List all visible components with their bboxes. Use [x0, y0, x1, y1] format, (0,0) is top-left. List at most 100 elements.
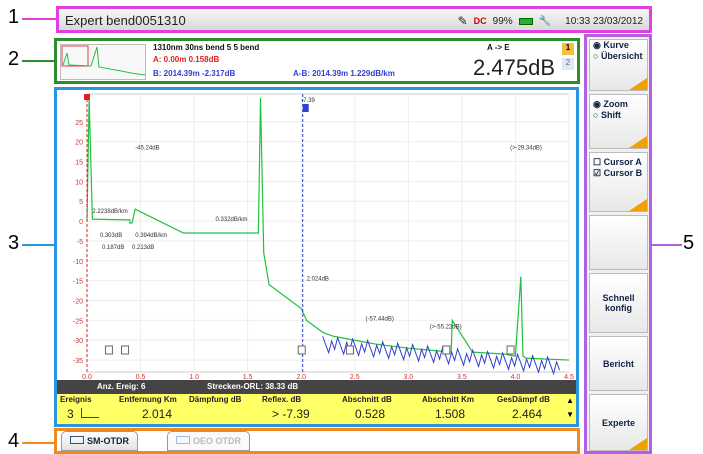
clock: 10:33 23/03/2012	[565, 15, 643, 27]
orange-corner-icon	[629, 199, 647, 211]
x-tick-label: 1.0	[189, 374, 199, 380]
trace-annotation: 0.187dB	[102, 245, 124, 251]
callout-line-4	[22, 442, 54, 444]
option-cursor-b-label: Cursor B	[603, 168, 643, 178]
trace-annotation: (-57.44dB)	[365, 316, 393, 322]
col-attenuation: Dämpfung dB	[189, 395, 242, 404]
trace-annotation: -7.39	[301, 98, 315, 104]
direction-label: A -> E	[487, 43, 510, 52]
option-zoom[interactable]: ◉ Zoom	[593, 99, 628, 109]
oeo-icon	[176, 436, 190, 444]
event-distance: 2.014	[142, 407, 173, 421]
event-count: Anz. Ereig: 6	[97, 382, 146, 391]
callout-4: 4	[8, 430, 20, 452]
event-reflectance: > -7.39	[272, 407, 310, 421]
event-section-km: 1.508	[435, 407, 466, 421]
option-uebersicht[interactable]: ○ Übersicht	[593, 51, 643, 61]
expert-button[interactable]: Experte	[589, 394, 648, 451]
trace-annotation: -45.24dB	[135, 146, 159, 152]
trace-badge-1[interactable]: 1	[562, 43, 574, 55]
callout-5: 5	[683, 232, 695, 254]
option-shift[interactable]: ○ Shift	[593, 110, 621, 120]
otdr-trace-plot[interactable]: 25 20 15 10 5 0 -5 -10 -15 -20 -25 -30 -35 0.0 0.5 1.0 1…	[57, 90, 576, 380]
event-marker-4	[345, 345, 354, 355]
event-marker-2	[120, 345, 129, 355]
y-tick-label: 15	[75, 160, 83, 167]
trace-annotation: 2.2238dB/km	[92, 209, 127, 215]
dc-icon: DC	[473, 16, 487, 26]
loss-value: 2.475dB	[473, 55, 555, 80]
col-event: Ereignis	[60, 395, 92, 404]
event-marker-3	[297, 345, 306, 355]
title-bar: Expert bend0051310 ✎ DC 99% 🔧 10:33 23/0…	[56, 6, 652, 33]
x-tick-label: 2.0	[296, 374, 306, 380]
noise-trace	[322, 335, 561, 376]
tab-oeo-otdr[interactable]: OEO OTDR	[167, 431, 251, 451]
y-tick-label: 10	[75, 179, 83, 186]
callout-line-2	[22, 60, 54, 62]
orange-corner-icon	[629, 136, 647, 148]
x-tick-label: 1.5	[243, 374, 253, 380]
tab-sm-otdr[interactable]: SM-OTDR	[61, 431, 138, 451]
trace-annotation: 0.394dB/km	[135, 233, 167, 239]
col-total-loss: GesDämpf dB	[497, 395, 550, 404]
event-marker-6	[506, 345, 515, 355]
wrench-icon: 🔧	[538, 15, 552, 27]
y-tick-label: 25	[75, 120, 83, 127]
ab-readout: A-B: 2014.39m 1.229dB/km	[293, 69, 395, 78]
x-tick-label: 4.5	[564, 374, 574, 380]
otdr-graph-panel[interactable]: 25 20 15 10 5 0 -5 -10 -15 -20 -25 -30 -35 0.0 0.5 1.0 1…	[54, 87, 579, 427]
option-shift-label: Shift	[600, 110, 621, 120]
scroll-down-icon[interactable]: ▼	[566, 410, 574, 419]
battery-icon	[518, 17, 533, 25]
trace-annotation: 0.303dB	[100, 233, 122, 239]
view-mode-button[interactable]: ◉ Kurve ○ Übersicht	[589, 39, 648, 91]
function-panel: ◉ Kurve ○ Übersicht ◉ Zoom ○ Shift ☐ Cur…	[584, 34, 652, 454]
trace-thumbnail[interactable]	[60, 44, 146, 80]
trace-annotation: (>-29.34dB)	[510, 146, 542, 152]
callout-line-5	[652, 244, 682, 246]
window-title: Expert bend0051310	[65, 13, 186, 28]
y-tick-label: -15	[73, 279, 83, 286]
y-tick-label: -25	[73, 318, 83, 325]
trace-annotation: 0.332dB/km	[216, 217, 248, 223]
y-tick-label: -30	[73, 338, 83, 345]
plot-area	[86, 93, 570, 373]
y-tick-label: -10	[73, 259, 83, 266]
event-section-db: 0.528	[355, 407, 386, 421]
option-cursor-b[interactable]: ☑ Cursor B	[593, 168, 643, 178]
status-area: ✎ DC 99% 🔧 10:33 23/03/2012	[458, 14, 643, 28]
zoom-shift-button[interactable]: ◉ Zoom ○ Shift	[589, 94, 648, 149]
cursor-a-readout: A: 0.00m 0.158dB	[153, 55, 220, 64]
quick-config-label: Schnell konfig	[602, 293, 635, 313]
x-tick-label: 3.0	[403, 374, 413, 380]
events-table[interactable]: Ereignis Entfernung Km Dämpfung dB Refle…	[57, 394, 576, 424]
option-kurve[interactable]: ◉ Kurve	[593, 40, 629, 50]
thumbnail-zoom-box	[61, 45, 89, 67]
option-uebersicht-label: Übersicht	[600, 51, 643, 61]
option-zoom-label: Zoom	[603, 99, 628, 109]
scroll-up-icon[interactable]: ▲	[566, 396, 574, 405]
event-total-loss: 2.464	[512, 407, 543, 421]
trace-badge-2[interactable]: 2	[562, 58, 574, 70]
option-cursor-a[interactable]: ☐ Cursor A	[593, 157, 642, 167]
trace-line	[86, 97, 570, 361]
callout-2: 2	[8, 48, 20, 70]
col-section-db: Abschnitt dB	[342, 395, 392, 404]
x-tick-label: 0.0	[82, 374, 92, 380]
section-orl: Strecken-ORL: 38.33 dB	[207, 382, 299, 391]
cursor-button[interactable]: ☐ Cursor A ☑ Cursor B	[589, 152, 648, 212]
report-label: Bericht	[602, 358, 634, 369]
quick-config-button[interactable]: Schnell konfig	[589, 273, 648, 333]
trace-params: 1310nm 30ns bend 5 5 bend	[153, 43, 260, 52]
col-reflectance: Reflex. dB	[262, 395, 302, 404]
cursor-b-readout: B: 2014.39m -2.317dB	[153, 69, 236, 78]
event-number: 3	[67, 407, 74, 421]
empty-softkey[interactable]	[589, 215, 648, 270]
option-cursor-a-label: Cursor A	[603, 157, 642, 167]
trace-annotation: 2.024dB	[307, 277, 329, 283]
tab-sm-otdr-label: SM-OTDR	[87, 436, 129, 446]
report-button[interactable]: Bericht	[589, 336, 648, 391]
y-tick-label: -20	[73, 299, 83, 306]
otdr-icon	[70, 436, 84, 444]
